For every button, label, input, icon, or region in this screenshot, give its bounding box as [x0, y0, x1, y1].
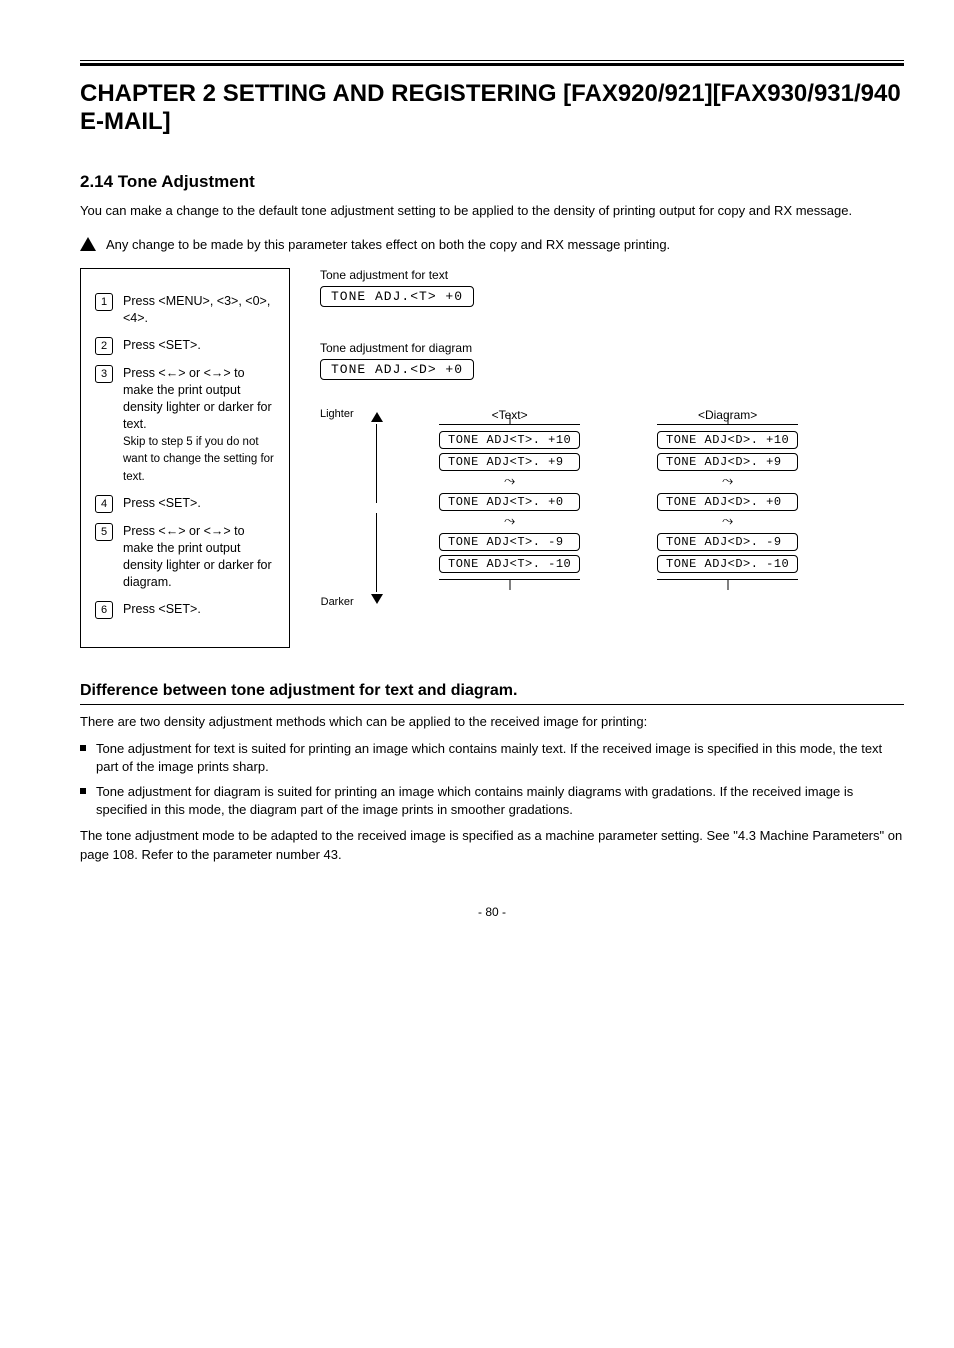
chapter-heading: CHAPTER 2 SETTING AND REGISTERING [FAX92…: [80, 80, 904, 136]
page-number: - 80 -: [80, 905, 904, 919]
bullet-icon: [80, 745, 86, 751]
text-tone-tree: TONE ADJ<T>. +10 TONE ADJ<T>. +9 ⤳ TONE …: [433, 424, 586, 580]
step-text: Press <SET>.: [123, 495, 275, 513]
darker-label: Darker: [321, 596, 354, 608]
diagram-tone-tree: TONE ADJ<D>. +10 TONE ADJ<D>. +9 ⤳ TONE …: [651, 424, 804, 580]
paragraph: The tone adjustment mode to be adapted t…: [80, 827, 904, 865]
ellipsis-icon: ⤳: [657, 515, 798, 529]
step-number: 4: [95, 495, 113, 513]
ellipsis-icon: ⤳: [439, 515, 580, 529]
arrow-down-icon: [371, 594, 383, 604]
lcd-option: TONE ADJ<D>. +10: [657, 431, 798, 449]
step-number: 5: [95, 523, 113, 541]
step-number: 1: [95, 293, 113, 311]
intro-text: You can make a change to the default ton…: [80, 202, 904, 220]
lcd-label: Tone adjustment for diagram: [320, 341, 904, 355]
bullet-text: Tone adjustment for text is suited for p…: [96, 740, 904, 776]
lighter-label: Lighter: [320, 408, 354, 420]
note-text: Any change to be made by this parameter …: [106, 236, 670, 254]
step-number: 2: [95, 337, 113, 355]
lcd-option: TONE ADJ<T>. +9: [439, 453, 580, 471]
lcd-option: TONE ADJ<D>. +0: [657, 493, 798, 511]
lcd-display: TONE ADJ.<T> +0: [320, 286, 474, 307]
lcd-option: TONE ADJ<D>. -9: [657, 533, 798, 551]
step-number: 3: [95, 365, 113, 383]
ellipsis-icon: ⤳: [657, 475, 798, 489]
step-text: Press <←> or <→> to make the print outpu…: [123, 365, 275, 485]
lcd-option: TONE ADJ<T>. -9: [439, 533, 580, 551]
lcd-option: TONE ADJ<T>. +10: [439, 431, 580, 449]
density-axis: [362, 408, 392, 608]
lcd-option: TONE ADJ<D>. -10: [657, 555, 798, 573]
step-text: Press <SET>.: [123, 337, 275, 355]
lcd-option: TONE ADJ<T>. -10: [439, 555, 580, 573]
bullet-text: Tone adjustment for diagram is suited fo…: [96, 783, 904, 819]
lcd-display: TONE ADJ.<D> +0: [320, 359, 474, 380]
lcd-option: TONE ADJ<T>. +0: [439, 493, 580, 511]
step-text: Press <SET>.: [123, 601, 275, 619]
arrow-up-icon: [371, 412, 383, 422]
paragraph: There are two density adjustment methods…: [80, 713, 904, 732]
subsection-heading: Difference between tone adjustment for t…: [80, 682, 904, 705]
step-text: Press <MENU>, <3>, <0>, <4>.: [123, 293, 275, 327]
ellipsis-icon: ⤳: [439, 475, 580, 489]
lcd-option: TONE ADJ<D>. +9: [657, 453, 798, 471]
step-number: 6: [95, 601, 113, 619]
note-icon: [80, 237, 96, 251]
section-title: 2.14 Tone Adjustment: [80, 172, 904, 192]
steps-box: 1 Press <MENU>, <3>, <0>, <4>. 2 Press <…: [80, 268, 290, 648]
step-text: Press <←> or <→> to make the print outpu…: [123, 523, 275, 591]
bullet-icon: [80, 788, 86, 794]
lcd-label: Tone adjustment for text: [320, 268, 904, 282]
